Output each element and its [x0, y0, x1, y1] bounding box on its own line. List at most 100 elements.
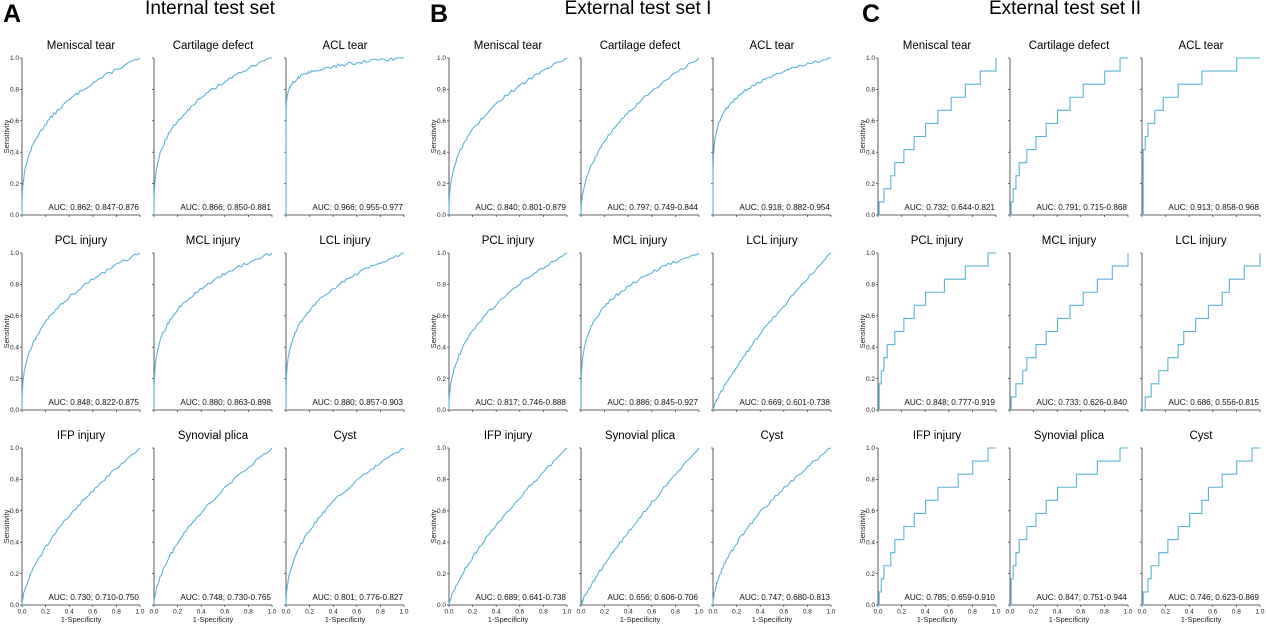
roc-subplot-c-acl-tear: ACL tear AUC: 0.913; 0.858-0.968	[1140, 40, 1261, 217]
roc-subplot-b-pcl-injury: PCL injury 0.0 0.2 0.4 0.6 0.8 1.0 Sensitivity A…	[429, 235, 568, 414]
roc-curve	[448, 252, 568, 411]
y-tick-label: 0.2	[437, 376, 446, 383]
x-tick-label: 1.0	[826, 609, 835, 616]
x-tick-label: 0.2	[173, 609, 182, 616]
auc-label: AUC: 0.748; 0.730-0.765	[180, 593, 271, 602]
x-tick-label: 0.0	[17, 609, 26, 616]
roc-curve	[21, 252, 141, 411]
subplot-title: Synovial plica	[605, 430, 676, 442]
roc-subplot-a-meniscal-tear: Meniscal tear 0.0 0.2 0.4 0.6 0.8 1.0 Sensitivi…	[2, 40, 141, 219]
x-tick-label: 0.2	[468, 609, 477, 616]
x-axis-label: 1-Specificity	[193, 615, 234, 624]
y-tick-label: 0.4	[437, 344, 446, 351]
roc-subplot-a-pcl-injury: PCL injury 0.0 0.2 0.4 0.6 0.8 1.0 Sensitivity A…	[2, 235, 141, 414]
subplot-title: Cyst	[761, 430, 785, 442]
x-axis-label: 1-Specificity	[488, 615, 529, 624]
y-tick-label: 0.4	[866, 149, 875, 156]
roc-subplot-a-lcl-injury: LCL injury AUC: 0.880; 0.857-0.903	[284, 235, 405, 412]
axis-lines	[21, 448, 140, 606]
y-tick-label: 1.0	[10, 250, 19, 257]
axis-lines	[153, 448, 272, 606]
subplot-title: Synovial plica	[178, 430, 249, 442]
y-tick-label: 1.0	[866, 55, 875, 62]
auc-label: AUC: 0.886; 0.845-0.927	[607, 398, 698, 407]
y-tick-label: 0.6	[437, 508, 446, 515]
y-tick-label: 0.8	[10, 282, 19, 289]
roc-subplot-a-synovial-plica: Synovial plica 0.0 0.2 0.4 0.6 0.8 1.0 1-Specif…	[149, 430, 276, 624]
subplot-title: LCL injury	[319, 235, 371, 247]
y-tick-label: 0.0	[437, 212, 446, 219]
y-tick-label: 0.8	[10, 87, 19, 94]
subplot-title: Meniscal tear	[903, 40, 972, 52]
roc-curve	[21, 57, 141, 216]
subplot-title: Meniscal tear	[474, 40, 543, 52]
panel-title-internal: Internal test set	[145, 0, 276, 19]
auc-label: AUC: 0.746; 0.623-0.869	[1168, 593, 1259, 602]
panel-letter-b: B	[430, 0, 448, 28]
auc-label: AUC: 0.686; 0.556-0.815	[1168, 398, 1259, 407]
y-tick-label: 1.0	[866, 250, 875, 257]
subplot-grid: Meniscal tear 0.0 0.2 0.4 0.6 0.8 1.0 Sensitivi…	[2, 40, 1265, 624]
subplot-title: LCL injury	[1175, 235, 1227, 247]
y-axis-label: Sensitivity	[429, 119, 438, 153]
roc-curve	[285, 252, 405, 411]
x-tick-label: 0.0	[873, 609, 882, 616]
x-tick-label: 0.8	[671, 609, 680, 616]
x-tick-label: 0.4	[756, 609, 765, 616]
axis-lines	[1009, 58, 1128, 216]
y-axis-label: Sensitivity	[2, 119, 11, 153]
roc-subplot-c-ifp-injury: IFP injury 0.00.0 0.2 0.2 0.4 0.4 0.6 0.6 0.8 0.8…	[858, 430, 1001, 624]
x-tick-label: 1.0	[267, 609, 276, 616]
subplot-title: Cartilage defect	[1029, 40, 1110, 52]
x-axis-label: 1-Specificity	[917, 615, 958, 624]
roc-subplot-a-cyst: Cyst 0.0 0.2 0.4 0.6 0.8 1.0 1-Specificity AUC: …	[281, 430, 408, 624]
x-tick-label: 0.8	[1232, 609, 1241, 616]
subplot-title: Cartilage defect	[600, 40, 681, 52]
auc-label: AUC: 0.785; 0.659-0.910	[904, 593, 995, 602]
roc-subplot-c-meniscal-tear: Meniscal tear 0.0 0.2 0.4 0.6 0.8 1.0 Sensitivi…	[858, 40, 997, 219]
roc-subplot-c-lcl-injury: LCL injury AUC: 0.686; 0.556-0.815	[1140, 235, 1261, 412]
axis-lines	[712, 253, 831, 411]
axis-lines	[285, 58, 404, 216]
y-tick-label: 0.8	[437, 87, 446, 94]
x-tick-label: 0.2	[600, 609, 609, 616]
x-tick-label: 0.4	[65, 609, 74, 616]
y-tick-label: 0.4	[437, 539, 446, 546]
x-tick-label: 0.4	[1185, 609, 1194, 616]
x-tick-label: 0.0	[281, 609, 290, 616]
y-axis-label: Sensitivity	[858, 509, 867, 543]
x-axis-label: 1-Specificity	[752, 615, 793, 624]
y-tick-label: 0.0	[866, 407, 875, 414]
subplot-title: Synovial plica	[1034, 430, 1105, 442]
x-axis-label: 1-Specificity	[620, 615, 661, 624]
panel-title-external-2: External test set II	[989, 0, 1141, 19]
x-tick-label: 0.8	[244, 609, 253, 616]
auc-label: AUC: 0.689; 0.641-0.738	[475, 593, 566, 602]
y-axis-label: Sensitivity	[2, 314, 11, 348]
roc-subplot-a-mcl-injury: MCL injury AUC: 0.880; 0.863-0.898	[152, 235, 273, 412]
y-tick-label: 0.0	[866, 212, 875, 219]
auc-label: AUC: 0.669; 0.601-0.738	[739, 398, 830, 407]
y-tick-label: 0.0	[10, 602, 19, 609]
roc-curve	[580, 252, 700, 411]
roc-curve	[878, 58, 997, 216]
auc-label: AUC: 0.862; 0.847-0.876	[48, 203, 139, 212]
y-tick-label: 0.2	[866, 571, 875, 578]
y-axis-label: Sensitivity	[858, 119, 867, 153]
roc-curve	[712, 252, 832, 411]
y-tick-label: 0.4	[866, 344, 875, 351]
roc-curve	[712, 447, 832, 606]
y-tick-label: 0.2	[10, 376, 19, 383]
x-axis-label: 1-Specificity	[325, 615, 366, 624]
axis-lines	[1141, 253, 1260, 411]
y-tick-label: 1.0	[437, 445, 446, 452]
y-tick-label: 0.0	[10, 212, 19, 219]
subplot-title: IFP injury	[484, 430, 533, 442]
subplot-title: MCL injury	[613, 235, 668, 247]
axis-lines	[877, 58, 996, 216]
roc-curve	[1010, 57, 1128, 216]
roc-curve	[580, 447, 700, 606]
axis-lines	[712, 448, 831, 606]
subplot-title: ACL tear	[750, 40, 795, 52]
x-tick-label: 1.0	[399, 609, 408, 616]
